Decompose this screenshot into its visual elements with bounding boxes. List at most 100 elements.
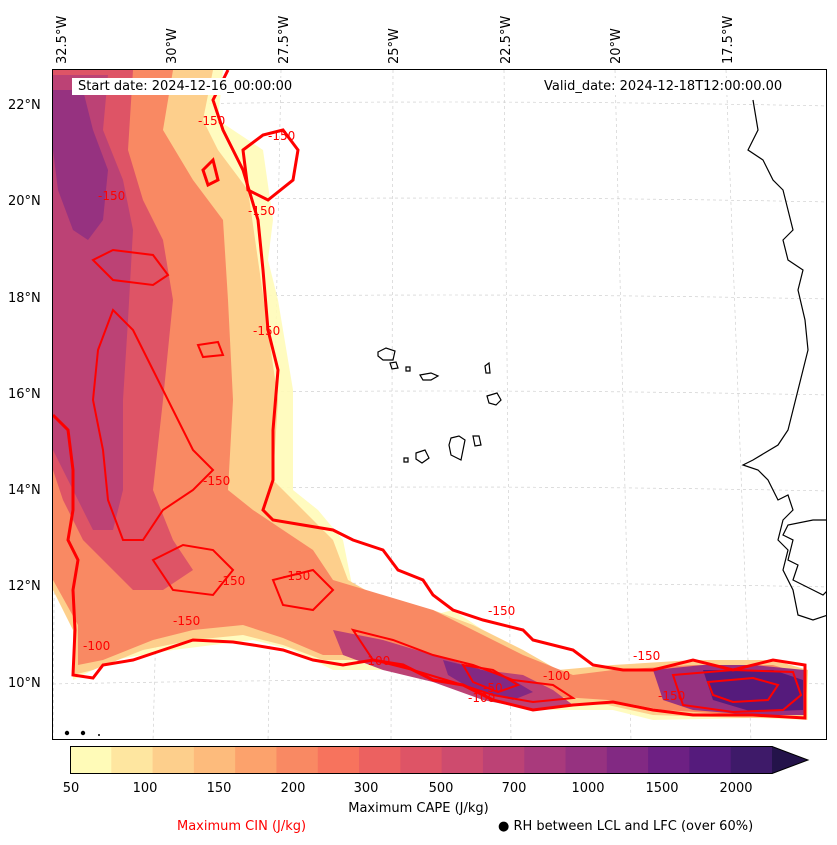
- colorbar-swatch: [276, 746, 319, 774]
- lon-label-32-5w: 32.5°W: [55, 15, 70, 64]
- lon-label-22-5w: 22.5°W: [499, 15, 514, 64]
- cin-contour-labels: -150 -150 -150 -150 -150 -150 -100 -100 …: [83, 114, 685, 705]
- lon-label-30w: 30°W: [165, 28, 180, 64]
- lon-label-17-5w: 17.5°W: [721, 15, 736, 64]
- lat-label-16n: 16°N: [8, 387, 41, 402]
- cin-label: -150: [488, 604, 515, 618]
- colorbar-tick: 50: [62, 781, 80, 796]
- colorbar-swatch: [70, 746, 112, 774]
- colorbar-tick: 500: [428, 781, 454, 796]
- colorbar-swatch: [359, 746, 401, 774]
- colorbar-tick: 2000: [719, 781, 753, 796]
- cin-label: -100: [468, 691, 495, 705]
- colorbar-swatch: [400, 746, 443, 774]
- map-canvas: -150 -150 -150 -150 -150 -150 -100 -100 …: [53, 70, 826, 739]
- cin-label: -100: [83, 639, 110, 653]
- colorbar-swatch: [730, 746, 773, 774]
- cin-label: -150: [253, 324, 280, 338]
- cin-contour-south-1: [350, 628, 576, 704]
- colorbar-swatch: [152, 746, 195, 774]
- lon-label-27-5w: 27.5°W: [277, 15, 292, 64]
- cin-label: -100: [543, 669, 570, 683]
- cin-label: -50: [483, 681, 503, 695]
- rh-markers: [64, 730, 100, 736]
- cin-label: -150: [268, 129, 295, 143]
- cin-contour-inner-3: [91, 308, 215, 541]
- cin-label: -150: [98, 189, 125, 203]
- cin-contour-inner-2: [196, 340, 225, 359]
- lat-label-14n: 14°N: [8, 483, 41, 498]
- colorbar-tick: 150: [206, 781, 232, 796]
- cin-contour-east-2: [706, 676, 780, 704]
- lon-label-20w: 20°W: [609, 28, 624, 64]
- cin-contour-mid-2: [271, 568, 335, 612]
- cape-verde-island-5: [484, 361, 491, 374]
- cin-label: -150: [283, 569, 310, 583]
- colorbar-swatch: [565, 746, 608, 774]
- rh-legend-label: RH between LCL and LFC (over 60%): [513, 819, 754, 834]
- colorbar-swatch: [111, 746, 154, 774]
- cape-verde-island-1: [377, 347, 396, 361]
- cape-colorbar: [70, 746, 810, 774]
- cin-contour-inner-1: [91, 248, 170, 287]
- colorbar-tick: 100: [132, 781, 158, 796]
- cape-verde-island-3: [405, 366, 411, 372]
- colorbar-swatch: [317, 746, 360, 774]
- colorbar-swatch: [441, 746, 484, 774]
- colorbar-swatch: [648, 746, 690, 774]
- cape-band-6: [53, 90, 108, 240]
- cin-label: -100: [363, 654, 390, 668]
- colorbar-tick: 300: [353, 781, 379, 796]
- colorbar-tick: 1500: [645, 781, 679, 796]
- rh-marker: [64, 730, 70, 736]
- colorbar-outline: [70, 746, 810, 774]
- cin-contour-east-1: [671, 668, 803, 714]
- africa-coastline-south: [782, 519, 826, 596]
- cin-legend: Maximum CIN (J/kg): [177, 819, 307, 834]
- cin-contour-north-1: [241, 128, 300, 202]
- lon-label-25w: 25°W: [387, 28, 402, 64]
- cin-contour-mid-1: [151, 543, 235, 597]
- cin-label: -150: [248, 204, 275, 218]
- cape-band-3: [53, 70, 805, 715]
- cin-contour-north-2: [201, 157, 220, 188]
- colorbar-swatch: [606, 746, 649, 774]
- rh-legend: ● RH between LCL and LFC (over 60%): [498, 819, 753, 834]
- cin-label: -150: [173, 614, 200, 628]
- cape-verde-island-9: [415, 449, 430, 464]
- cape-shading: [53, 70, 808, 720]
- colorbar-swatch: [193, 746, 236, 774]
- cape-verde-island-6: [486, 392, 502, 406]
- coastlines: [377, 99, 826, 621]
- lat-label-22n: 22°N: [8, 98, 41, 113]
- colorbar-extend-arrow: [772, 746, 808, 774]
- cin-label: -150: [198, 114, 225, 128]
- cin-label: -150: [658, 689, 685, 703]
- map-panel: -150 -150 -150 -150 -150 -150 -100 -100 …: [52, 69, 827, 740]
- rh-marker: [98, 734, 100, 736]
- lat-label-18n: 18°N: [8, 291, 41, 306]
- lat-label-12n: 12°N: [8, 579, 41, 594]
- colorbar-tick: 200: [280, 781, 306, 796]
- cape-verde-island-2: [389, 361, 399, 370]
- lat-label-20n: 20°N: [8, 194, 41, 209]
- valid-date-label: Valid_date: 2024-12-18T12:00:00.00: [538, 78, 789, 95]
- rh-marker-icon: ●: [498, 819, 510, 834]
- cin-contours: [53, 70, 807, 720]
- lat-label-10n: 10°N: [8, 676, 41, 691]
- colorbar-swatch: [524, 746, 567, 774]
- cin-label: -150: [218, 574, 245, 588]
- colorbar-swatch: [482, 746, 525, 774]
- cape-verde-island-8: [472, 435, 482, 447]
- africa-coastline: [741, 99, 826, 621]
- cin-contour-south-2: [461, 663, 521, 694]
- colorbar-label: Maximum CAPE (J/kg): [348, 801, 489, 816]
- colorbar-tick: 700: [501, 781, 527, 796]
- colorbar-swatch: [235, 746, 277, 774]
- cape-verde-island-4: [419, 372, 440, 381]
- cape-verde-island-10: [403, 457, 409, 463]
- cape-verde-island-7: [448, 435, 466, 461]
- cin-label: -150: [633, 649, 660, 663]
- cin-contour-outer: [53, 70, 807, 720]
- cin-label: -150: [203, 474, 230, 488]
